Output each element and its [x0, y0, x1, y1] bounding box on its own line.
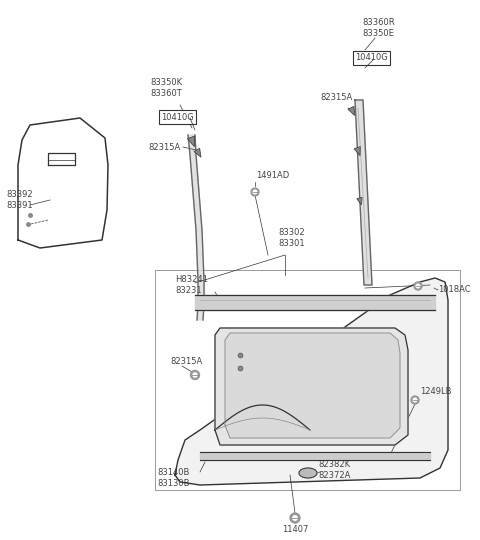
Text: 1018AC: 1018AC — [438, 286, 470, 294]
Polygon shape — [188, 135, 196, 155]
Polygon shape — [355, 100, 372, 285]
Polygon shape — [175, 278, 448, 485]
Text: 83140B
83130B: 83140B 83130B — [157, 468, 190, 488]
Polygon shape — [194, 148, 201, 157]
Circle shape — [193, 373, 197, 377]
Polygon shape — [197, 255, 204, 280]
Text: 10410G: 10410G — [355, 53, 388, 63]
Text: 83302
83301: 83302 83301 — [278, 228, 305, 248]
Text: 1491AD: 1491AD — [256, 171, 289, 179]
Circle shape — [416, 284, 420, 288]
Polygon shape — [192, 180, 200, 205]
Text: 82315A: 82315A — [320, 93, 352, 103]
Polygon shape — [357, 197, 362, 205]
Text: 82315A: 82315A — [170, 357, 202, 367]
Polygon shape — [194, 205, 202, 230]
Polygon shape — [225, 333, 400, 438]
Polygon shape — [348, 106, 355, 116]
Circle shape — [414, 282, 422, 290]
Polygon shape — [196, 230, 203, 255]
Polygon shape — [197, 305, 204, 320]
Circle shape — [253, 190, 257, 194]
Text: 82315A: 82315A — [148, 143, 180, 152]
Text: 10410G: 10410G — [161, 112, 194, 122]
Polygon shape — [200, 452, 430, 460]
Text: 82382K
82372A: 82382K 82372A — [318, 460, 350, 480]
Text: 83350K
83360T: 83350K 83360T — [150, 78, 182, 98]
Circle shape — [191, 370, 200, 380]
Polygon shape — [195, 295, 435, 310]
Circle shape — [293, 516, 297, 520]
Text: H83241
83231: H83241 83231 — [175, 275, 208, 295]
Text: 83360R
83350E: 83360R 83350E — [362, 18, 395, 38]
Polygon shape — [190, 155, 198, 180]
Circle shape — [413, 398, 417, 402]
Ellipse shape — [299, 468, 317, 478]
Text: 83392
83391: 83392 83391 — [6, 190, 33, 210]
Circle shape — [411, 396, 419, 404]
Polygon shape — [215, 328, 408, 445]
Polygon shape — [354, 147, 360, 156]
Polygon shape — [198, 280, 204, 305]
Text: 11407: 11407 — [282, 525, 308, 535]
Circle shape — [251, 188, 259, 196]
Circle shape — [290, 513, 300, 523]
Text: 1249LB: 1249LB — [420, 388, 452, 396]
Polygon shape — [187, 136, 195, 146]
